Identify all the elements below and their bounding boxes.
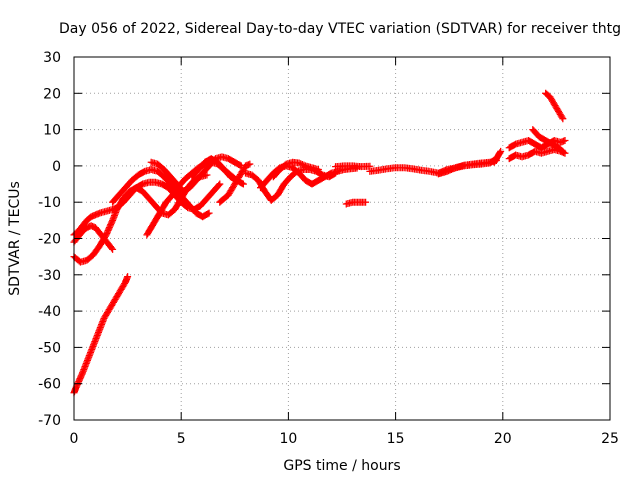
y-tick-label: 0: [52, 159, 61, 175]
series-arc-g: [147, 153, 245, 195]
series-marks: [147, 153, 245, 195]
series-arc-h: [188, 155, 241, 184]
y-tick-label: -70: [38, 413, 61, 429]
y-tick-label: 30: [43, 50, 61, 66]
x-tick-label: 15: [387, 431, 405, 447]
chart-grid: [74, 57, 610, 420]
x-tick-label: 10: [279, 431, 297, 447]
series-marks: [216, 160, 254, 206]
series-arc-i: [216, 160, 254, 206]
series-marks: [70, 273, 132, 397]
series-arc-m: [332, 162, 374, 171]
y-tick-label: -20: [38, 232, 61, 248]
series-arc-t: [529, 126, 567, 155]
x-tick-label: 25: [601, 431, 619, 447]
y-tick-label: 10: [43, 123, 61, 139]
data-points: [70, 89, 569, 397]
series-marks: [342, 198, 370, 208]
axis-ticks: 0 5 10 15 20 25 -70 -60 -50 -40 -30 -20 -10 0 10 20 30: [38, 50, 619, 447]
y-tick-label: -50: [38, 340, 61, 356]
series-arc-q: [490, 147, 505, 166]
series-marks: [188, 155, 241, 184]
y-axis-label: SDTVAR / TECUs: [7, 181, 23, 296]
chart-title: Day 056 of 2022, Sidereal Day-to-day VTE…: [59, 21, 621, 37]
series-arc-j: [242, 166, 340, 204]
series-marks: [542, 89, 567, 123]
y-tick-label: -10: [38, 195, 61, 211]
series-marks: [109, 166, 213, 221]
series-marks: [529, 126, 567, 155]
x-tick-label: 20: [494, 431, 512, 447]
series-arc-p: [434, 155, 500, 178]
series-marks: [242, 166, 340, 204]
x-axis-label: GPS time / hours: [283, 458, 400, 474]
series-arc-l: [269, 158, 322, 181]
x-tick-label: 5: [177, 431, 186, 447]
series-arc-n: [342, 198, 370, 208]
y-tick-label: -30: [38, 268, 61, 284]
series-arc-a: [70, 273, 132, 397]
series-marks: [269, 158, 322, 181]
series-marks: [332, 162, 374, 171]
series-marks: [434, 155, 500, 178]
series-marks: [490, 147, 505, 166]
x-tick-label: 0: [70, 431, 79, 447]
y-tick-label: -40: [38, 304, 61, 320]
series-arc-e: [109, 166, 213, 221]
series-arc-u: [542, 89, 567, 123]
y-tick-label: -60: [38, 377, 61, 393]
y-tick-label: 20: [43, 86, 61, 102]
